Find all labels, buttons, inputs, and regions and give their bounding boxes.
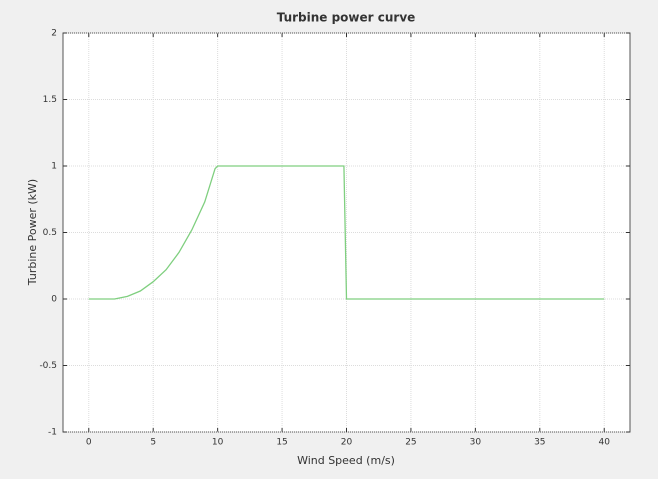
x-tick-label: 5 [150,438,156,448]
data-line [88,165,605,300]
x-tick-label: 0 [86,438,92,448]
x-tick-label: 30 [470,438,482,448]
y-tick-label: -1 [48,428,57,438]
x-axis-label: Wind Speed (m/s) [297,454,395,467]
y-tick-label: 2 [51,29,57,39]
y-tick-label: 0 [51,295,57,305]
chart-title: Turbine power curve [277,11,416,25]
y-axis-label: Turbine Power (kW) [26,179,39,286]
x-tick-label: 10 [212,438,224,448]
x-tick-label: 25 [405,438,416,448]
y-tick-label: 1 [51,162,57,172]
x-tick-label: 40 [599,438,611,448]
y-tick-label: 1.5 [43,95,57,105]
y-tick-label: 0.5 [43,228,57,238]
x-tick-label: 15 [276,438,287,448]
x-tick-label: 20 [341,438,353,448]
plot-area [62,32,631,433]
y-tick-label: -0.5 [39,361,57,371]
x-tick-label: 35 [534,438,545,448]
